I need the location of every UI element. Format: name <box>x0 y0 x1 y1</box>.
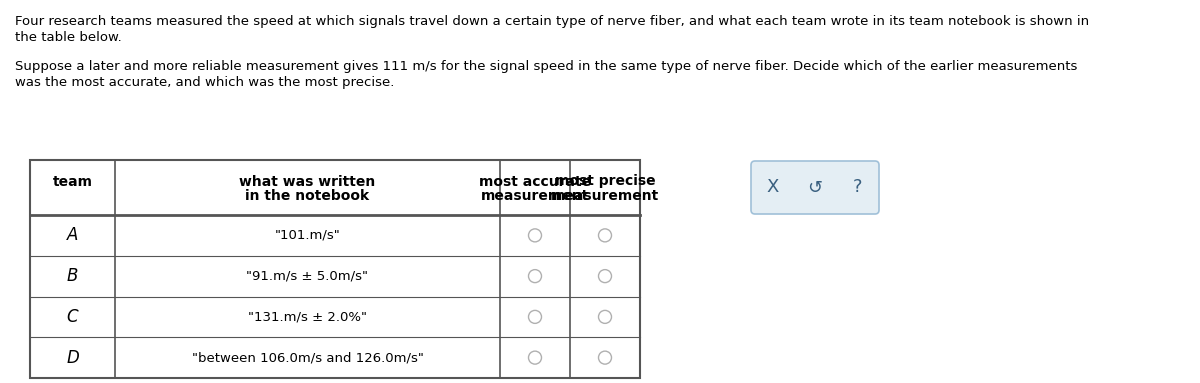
Text: was the most accurate, and which was the most precise.: was the most accurate, and which was the… <box>14 76 395 89</box>
Text: the table below.: the table below. <box>14 31 121 44</box>
Circle shape <box>528 270 541 283</box>
Text: Four research teams measured the speed at which signals travel down a certain ty: Four research teams measured the speed a… <box>14 15 1090 28</box>
Bar <box>30 160 640 378</box>
Text: D: D <box>66 349 79 367</box>
Circle shape <box>528 310 541 323</box>
Circle shape <box>599 229 612 242</box>
Text: ↺: ↺ <box>808 178 822 196</box>
Text: Suppose a later and more reliable measurement gives 111 m/s for the signal speed: Suppose a later and more reliable measur… <box>14 60 1078 73</box>
Circle shape <box>599 310 612 323</box>
Text: ?: ? <box>852 178 862 196</box>
Text: most precise: most precise <box>554 175 655 188</box>
Circle shape <box>528 351 541 364</box>
Circle shape <box>599 270 612 283</box>
Text: team: team <box>53 175 92 190</box>
Circle shape <box>599 351 612 364</box>
Text: X: X <box>767 178 779 196</box>
Text: measurement: measurement <box>481 188 589 203</box>
FancyBboxPatch shape <box>751 161 878 214</box>
Text: A: A <box>67 226 78 244</box>
Text: what was written: what was written <box>239 175 376 188</box>
Text: in the notebook: in the notebook <box>246 188 370 203</box>
Text: most accurate: most accurate <box>479 175 592 188</box>
Text: "between 106.0m/s and 126.0m/s": "between 106.0m/s and 126.0m/s" <box>192 351 424 364</box>
Text: C: C <box>67 308 78 326</box>
Text: B: B <box>67 267 78 285</box>
Text: "131.m/s ± 2.0%": "131.m/s ± 2.0%" <box>248 310 367 323</box>
Text: "91.m/s ± 5.0m/s": "91.m/s ± 5.0m/s" <box>246 270 368 283</box>
Text: "101.m/s": "101.m/s" <box>275 229 341 242</box>
Text: measurement: measurement <box>551 188 659 203</box>
Circle shape <box>528 229 541 242</box>
